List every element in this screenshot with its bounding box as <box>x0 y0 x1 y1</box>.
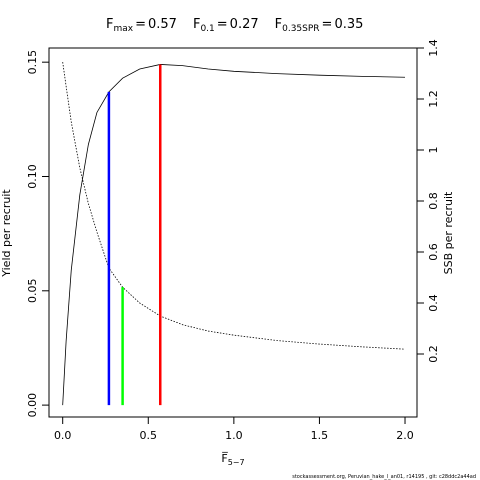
x-tick-label: 1.0 <box>225 429 243 442</box>
x-label-subscript: 5−7 <box>228 458 245 467</box>
title-subscript: 0.35SPR <box>282 24 319 34</box>
y-tick-label: 0.00 <box>26 393 39 418</box>
plot-frame <box>48 47 418 418</box>
title-relation: = <box>322 17 333 32</box>
y2-tick-label: 1 <box>427 147 440 154</box>
title-value: 0.27 <box>230 17 259 32</box>
chart-title: Fmax = 0.57 F0.1 = 0.27 F0.35SPR = 0.35 <box>106 17 363 34</box>
x-axis-label: F̅5−7 <box>221 452 244 467</box>
title-value: 0.35 <box>334 17 363 32</box>
x-tick-label: 1.5 <box>311 429 329 442</box>
curve <box>62 64 406 406</box>
title-subscript: 0.1 <box>200 24 214 34</box>
footer: stockassessment.org, Peruvian_hake_l_an0… <box>292 474 476 480</box>
x-tick-label: 2.0 <box>396 429 414 442</box>
x-label-symbol: F̅ <box>221 452 228 465</box>
y-tick-label: 0.15 <box>26 50 39 75</box>
title-value: 0.57 <box>148 17 177 32</box>
title-symbol: F <box>275 17 282 32</box>
title-symbol: F <box>193 17 200 32</box>
title-relation: = <box>135 17 146 32</box>
title-relation: = <box>217 17 228 32</box>
y2-tick-label: 0.8 <box>427 192 440 210</box>
y-tick-label: 0.05 <box>26 279 39 304</box>
y2-axis-label: SSB per recruit <box>442 191 455 274</box>
title-subscript: max <box>113 24 133 34</box>
y-tick-label: 0.10 <box>26 164 39 189</box>
curve <box>62 61 406 350</box>
x-tick-label: 0.0 <box>54 429 72 442</box>
y2-tick-label: 0.4 <box>427 294 440 312</box>
title-symbol: F <box>106 17 113 32</box>
y2-tick-label: 0.2 <box>427 345 440 363</box>
y2-tick-label: 1.4 <box>427 39 440 57</box>
y-axis-label: Yield per recruit <box>0 189 13 278</box>
y2-tick-label: 0.6 <box>427 243 440 261</box>
y2-tick-label: 1.2 <box>427 90 440 108</box>
x-tick-label: 0.5 <box>140 429 158 442</box>
